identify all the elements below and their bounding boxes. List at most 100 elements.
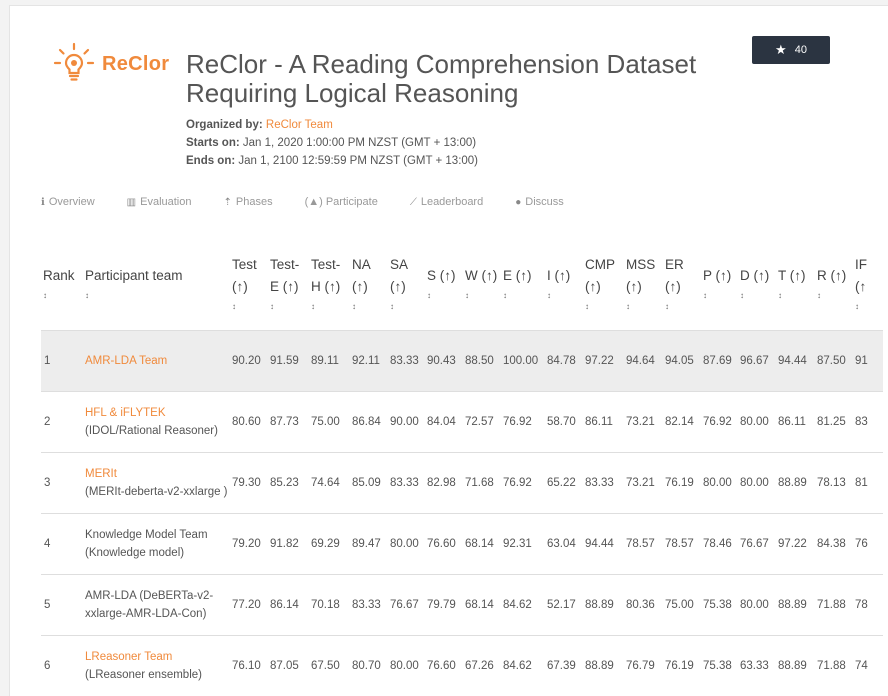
score-cell: 83.33 bbox=[388, 453, 425, 514]
score-cell: 80.00 bbox=[701, 453, 738, 514]
score-cell: 76.60 bbox=[425, 514, 463, 575]
organized-by-label: Organized by: bbox=[186, 119, 263, 131]
column-header[interactable]: Rank↕ bbox=[41, 234, 83, 331]
tab-discuss[interactable]: ●Discuss bbox=[515, 196, 564, 208]
sort-icon[interactable]: ↕ bbox=[311, 302, 348, 311]
column-header[interactable]: Test-H (↑) ↕ bbox=[309, 234, 350, 331]
score-cell: 97.22 bbox=[583, 331, 624, 392]
sort-icon[interactable]: ↕ bbox=[352, 302, 386, 311]
sort-icon[interactable]: ↕ bbox=[503, 291, 543, 300]
score-cell: 79.30 bbox=[230, 453, 268, 514]
team-link[interactable]: LReasoner Team bbox=[85, 648, 228, 666]
score-cell: 87.05 bbox=[268, 636, 309, 696]
rank-cell: 4 bbox=[41, 514, 83, 575]
score-cell: 83.33 bbox=[388, 331, 425, 392]
starts-value: Jan 1, 2020 1:00:00 PM NZST (GMT + 13:00… bbox=[243, 137, 476, 149]
score-cell: 80.00 bbox=[738, 392, 776, 453]
sort-icon[interactable]: ↕ bbox=[427, 291, 461, 300]
score-cell: 75.38 bbox=[701, 575, 738, 636]
column-header-label: IF (↑ bbox=[855, 254, 881, 298]
column-header[interactable]: I (↑)↕ bbox=[545, 234, 583, 331]
score-cell: 78.57 bbox=[663, 514, 701, 575]
column-header-label: ER (↑) bbox=[665, 254, 699, 298]
column-header-label: P (↑) bbox=[703, 265, 736, 287]
column-header[interactable]: T (↑)↕ bbox=[776, 234, 815, 331]
column-header-label: NA (↑) bbox=[352, 254, 386, 298]
column-header[interactable]: P (↑) ↕ bbox=[701, 234, 738, 331]
column-header[interactable]: Participant team↕ bbox=[83, 234, 230, 331]
team-link[interactable]: AMR-LDA Team bbox=[85, 352, 228, 370]
tab-participate[interactable]: (▲) Participate bbox=[305, 196, 378, 208]
score-cell: 94.44 bbox=[583, 514, 624, 575]
tab-evaluation[interactable]: ▥Evaluation bbox=[127, 196, 192, 208]
column-header[interactable]: E (↑)↕ bbox=[501, 234, 545, 331]
column-header[interactable]: S (↑)↕ bbox=[425, 234, 463, 331]
sort-icon[interactable]: ↕ bbox=[390, 302, 423, 311]
column-header[interactable]: ER (↑) ↕ bbox=[663, 234, 701, 331]
sort-icon[interactable]: ↕ bbox=[817, 291, 851, 300]
score-cell: 86.11 bbox=[583, 392, 624, 453]
column-header[interactable]: W (↑)↕ bbox=[463, 234, 501, 331]
score-cell: 65.22 bbox=[545, 453, 583, 514]
score-cell: 79.20 bbox=[230, 514, 268, 575]
score-cell: 76.67 bbox=[388, 575, 425, 636]
team-cell: AMR-LDA Team bbox=[83, 331, 230, 392]
column-header-label: SA (↑) bbox=[390, 254, 423, 298]
score-cell: 58.70 bbox=[545, 392, 583, 453]
score-cell: 88.89 bbox=[776, 453, 815, 514]
score-cell: 70.18 bbox=[309, 575, 350, 636]
column-header[interactable]: IF (↑ ↕ bbox=[853, 234, 883, 331]
sort-icon[interactable]: ↕ bbox=[703, 291, 736, 300]
score-cell: 85.09 bbox=[350, 453, 388, 514]
sort-icon[interactable]: ↕ bbox=[855, 302, 881, 311]
reclor-logo[interactable]: ReClor bbox=[52, 42, 169, 86]
team-link[interactable]: HFL & iFLYTEK bbox=[85, 404, 228, 422]
column-header-label: Test-H (↑) bbox=[311, 254, 348, 298]
column-header[interactable]: MSS (↑)↕ bbox=[624, 234, 663, 331]
tab-phases[interactable]: ⇡Phases bbox=[223, 196, 272, 208]
score-cell: 78 bbox=[853, 575, 883, 636]
score-cell: 88.89 bbox=[583, 636, 624, 696]
starts-line: Starts on: Jan 1, 2020 1:00:00 PM NZST (… bbox=[186, 134, 478, 152]
score-cell: 92.31 bbox=[501, 514, 545, 575]
sort-icon[interactable]: ↕ bbox=[465, 291, 499, 300]
column-header[interactable]: Test (↑) ↕ bbox=[230, 234, 268, 331]
sort-icon[interactable]: ↕ bbox=[778, 291, 813, 300]
sort-icon[interactable]: ↕ bbox=[626, 302, 661, 311]
column-header[interactable]: CMP (↑)↕ bbox=[583, 234, 624, 331]
column-header[interactable]: R (↑)↕ bbox=[815, 234, 853, 331]
sort-icon[interactable]: ↕ bbox=[232, 302, 266, 311]
sort-icon[interactable]: ↕ bbox=[585, 302, 622, 311]
score-cell: 91.82 bbox=[268, 514, 309, 575]
sort-icon[interactable]: ↕ bbox=[547, 291, 581, 300]
score-cell: 83.33 bbox=[583, 453, 624, 514]
column-header[interactable]: Test-E (↑)↕ bbox=[268, 234, 309, 331]
sort-icon[interactable]: ↕ bbox=[270, 302, 307, 311]
organizer-line: Organized by: ReClor Team bbox=[186, 116, 478, 134]
team-link[interactable]: MERIt bbox=[85, 465, 228, 483]
score-cell: 74 bbox=[853, 636, 883, 696]
score-cell: 73.21 bbox=[624, 453, 663, 514]
star-button[interactable]: ★ 40 bbox=[752, 36, 830, 64]
column-header[interactable]: SA (↑) ↕ bbox=[388, 234, 425, 331]
score-cell: 80.00 bbox=[738, 453, 776, 514]
column-header[interactable]: D (↑)↕ bbox=[738, 234, 776, 331]
column-header-label: Test (↑) bbox=[232, 254, 266, 298]
sort-icon[interactable]: ↕ bbox=[740, 291, 774, 300]
score-cell: 90.00 bbox=[388, 392, 425, 453]
score-cell: 77.20 bbox=[230, 575, 268, 636]
organizer-link[interactable]: ReClor Team bbox=[266, 119, 333, 131]
column-header[interactable]: NA (↑) ↕ bbox=[350, 234, 388, 331]
team-name: Knowledge Model Team bbox=[85, 526, 228, 544]
score-cell: 96.67 bbox=[738, 331, 776, 392]
team-description: (Knowledge model) bbox=[85, 544, 228, 562]
sort-icon[interactable]: ↕ bbox=[665, 302, 699, 311]
sort-icon[interactable]: ↕ bbox=[43, 291, 81, 300]
sort-icon[interactable]: ↕ bbox=[85, 291, 228, 300]
score-cell: 89.11 bbox=[309, 331, 350, 392]
tab-leaderboard[interactable]: ⟋Leaderboard bbox=[410, 196, 483, 208]
score-cell: 85.23 bbox=[268, 453, 309, 514]
